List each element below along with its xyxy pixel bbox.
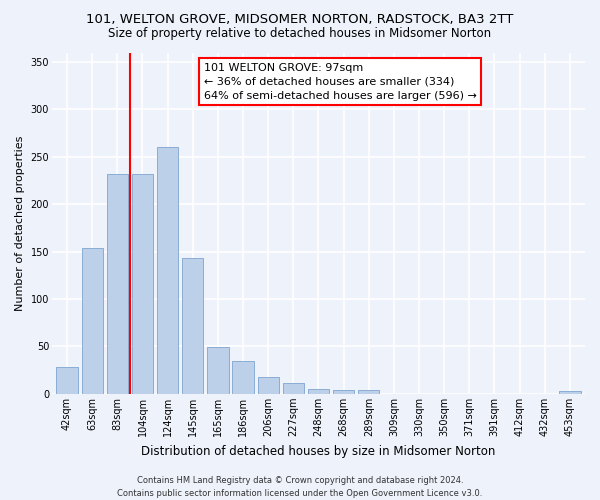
Bar [182,258,203,394]
Bar [559,391,581,394]
Y-axis label: Number of detached properties: Number of detached properties [15,136,25,311]
Bar [333,390,355,394]
Text: Contains HM Land Registry data © Crown copyright and database right 2024.
Contai: Contains HM Land Registry data © Crown c… [118,476,482,498]
Bar [232,360,254,394]
Text: 101, WELTON GROVE, MIDSOMER NORTON, RADSTOCK, BA3 2TT: 101, WELTON GROVE, MIDSOMER NORTON, RADS… [86,12,514,26]
Bar [207,348,229,394]
Bar [358,390,379,394]
Bar [56,368,78,394]
Bar [132,174,153,394]
X-axis label: Distribution of detached houses by size in Midsomer Norton: Distribution of detached houses by size … [141,444,496,458]
Bar [157,148,178,394]
Text: 101 WELTON GROVE: 97sqm
← 36% of detached houses are smaller (334)
64% of semi-d: 101 WELTON GROVE: 97sqm ← 36% of detache… [204,62,477,100]
Bar [283,384,304,394]
Text: Size of property relative to detached houses in Midsomer Norton: Size of property relative to detached ho… [109,28,491,40]
Bar [107,174,128,394]
Bar [82,248,103,394]
Bar [308,389,329,394]
Bar [257,377,279,394]
